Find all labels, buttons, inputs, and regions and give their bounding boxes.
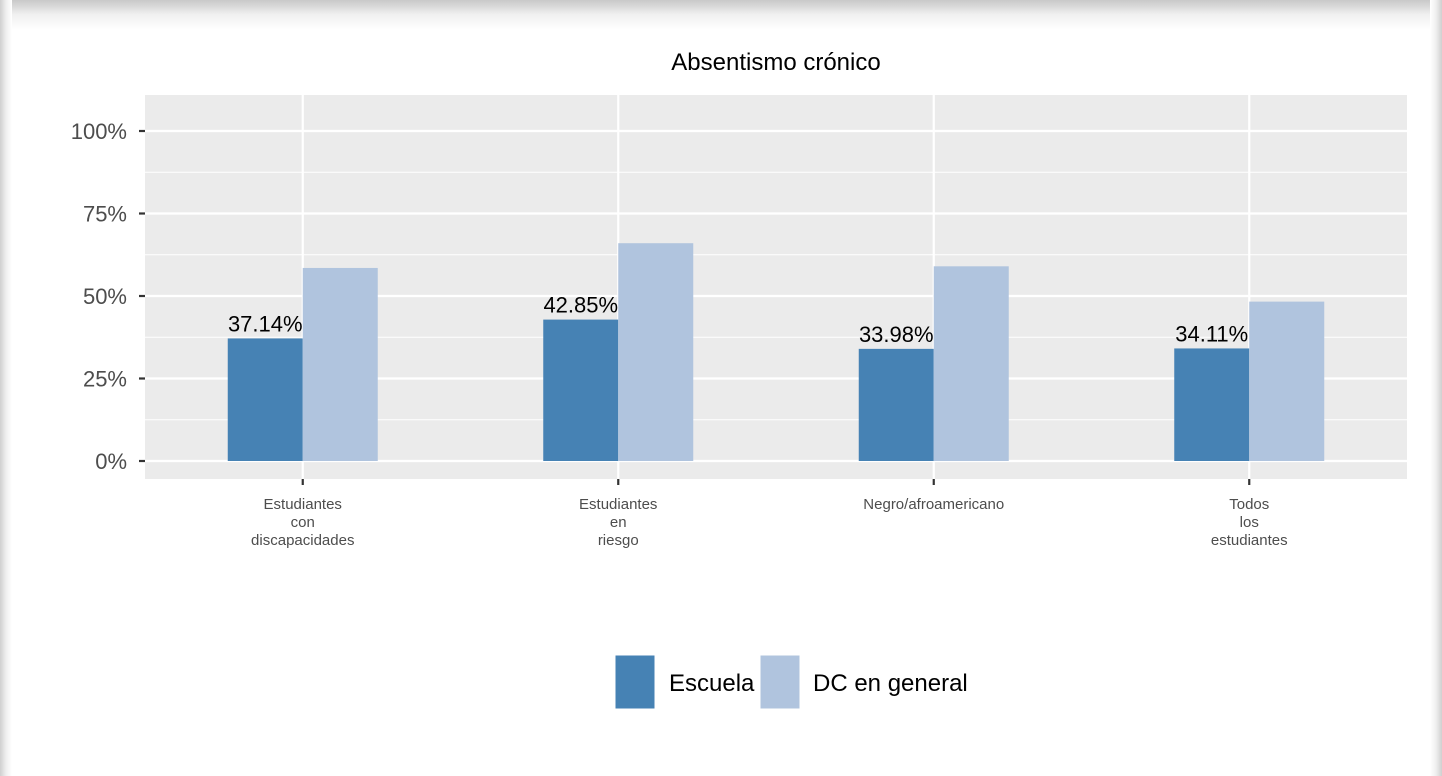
legend: Escuela DC en general — [614, 654, 968, 710]
y-tick-label: 0% — [95, 449, 127, 474]
y-tick-label: 50% — [83, 284, 127, 309]
x-tick-label: Negro/afroamericano — [863, 496, 1004, 513]
data-label: 37.14% — [228, 311, 303, 336]
x-tick-label: Estudiantes en riesgo — [579, 496, 657, 549]
y-tick-label: 25% — [83, 367, 127, 392]
y-tick-label: 100% — [71, 119, 127, 144]
x-tick-label: Estudiantes con discapacidades — [251, 496, 354, 549]
legend-label: DC en general — [813, 670, 968, 697]
bars-group: 37.14% 42.85% 33.98% 34.11% — [227, 243, 1325, 461]
window-frame-top — [0, 0, 1442, 30]
y-axis: 0% 25% 50% 75% 100% — [71, 119, 145, 474]
bar-dc-en-general-0 — [302, 267, 378, 461]
bar-dc-en-general-1 — [618, 243, 694, 461]
bar-escuela-2 — [858, 348, 934, 461]
data-label: 34.11% — [1175, 321, 1248, 346]
legend-label: Escuela — [669, 670, 755, 697]
legend-key-dc-en-general — [759, 654, 801, 710]
bar-escuela-1 — [543, 319, 619, 461]
bar-escuela-3 — [1174, 348, 1250, 461]
x-axis: Estudiantes con discapacidades Estudiantes e… — [251, 479, 1288, 549]
data-label: 42.85% — [543, 293, 618, 318]
legend-key-escuela — [614, 654, 656, 710]
x-tick-label: Todos los estudiantes — [1211, 496, 1288, 549]
data-label: 33.98% — [859, 322, 934, 347]
y-tick-label: 75% — [83, 202, 127, 227]
bar-dc-en-general-3 — [1249, 301, 1325, 461]
bar-dc-en-general-2 — [933, 266, 1009, 461]
window-frame-left — [0, 0, 12, 776]
bar-escuela-0 — [227, 338, 303, 461]
window-frame-right — [1430, 0, 1442, 776]
chart-title: Absentismo crónico — [671, 49, 880, 76]
